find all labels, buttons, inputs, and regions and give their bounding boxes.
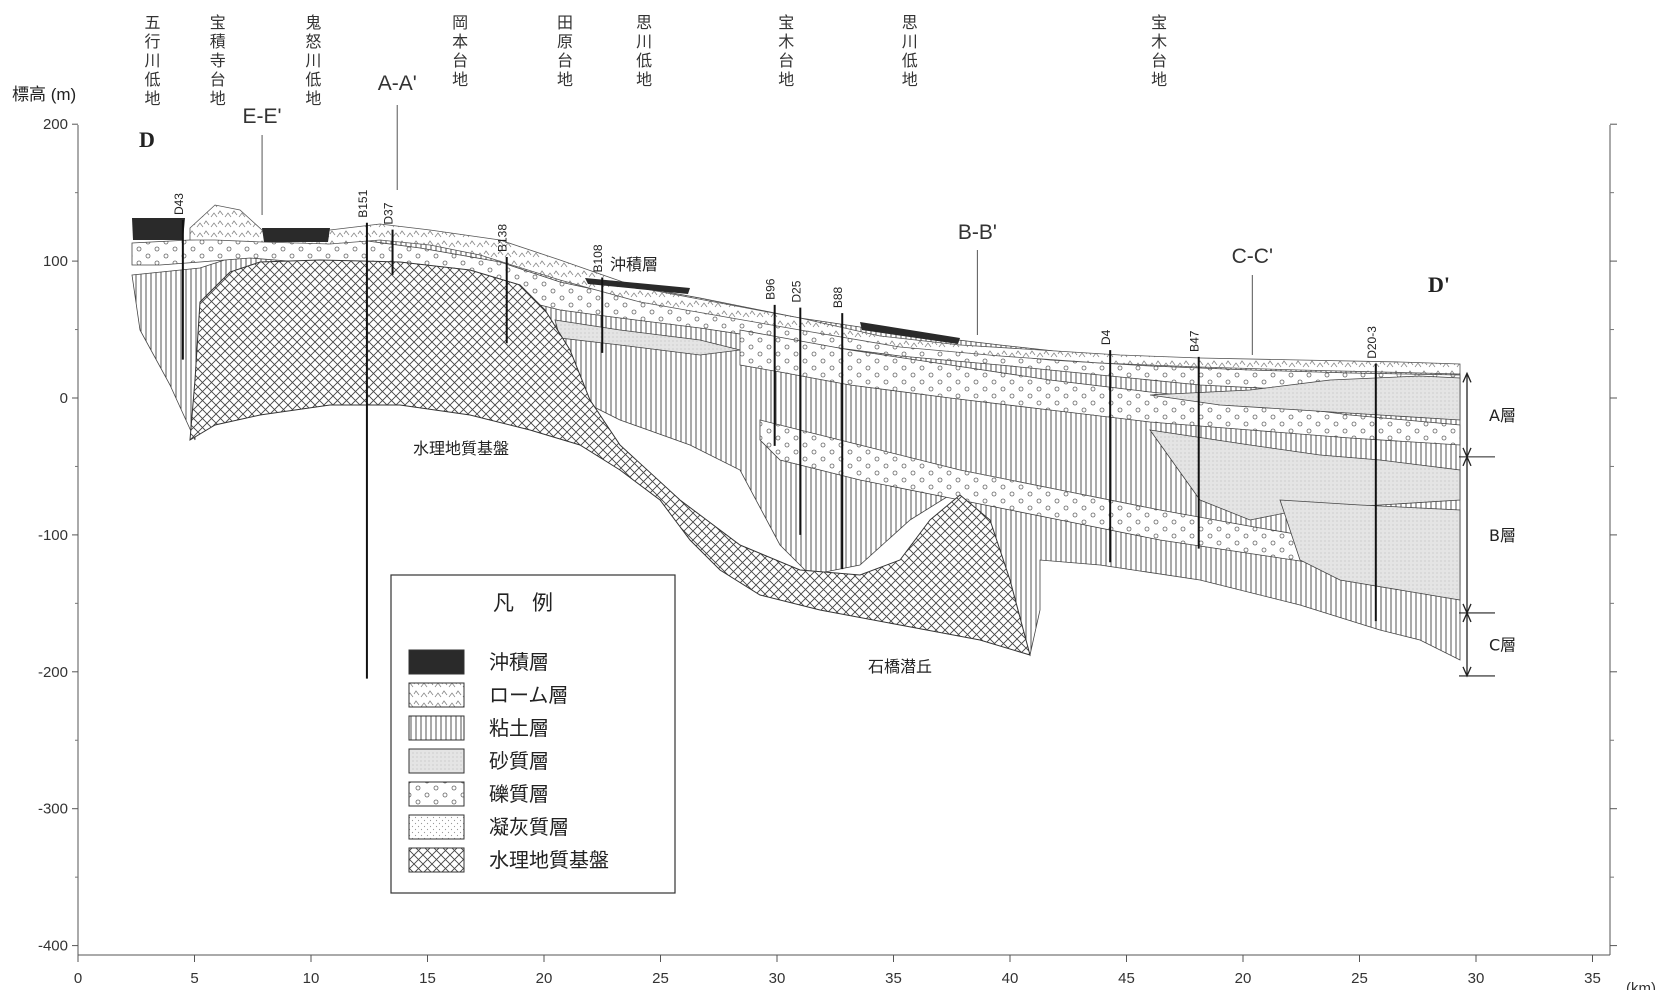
x-tick-label: 25 — [652, 970, 669, 987]
region-labels: 五行川低地 宝積寺台地 鬼怒川低地 岡本台地 田原台地 思川低地 宝木台地 思川低地 宝木台地 — [145, 13, 1168, 108]
borehole-label: B47 — [1188, 330, 1202, 352]
region-label: 宝木台地 — [778, 13, 794, 89]
y-tick-label: -300 — [38, 801, 68, 818]
borehole-label: D37 — [382, 202, 396, 224]
layer-arrow-top — [1462, 455, 1472, 467]
geology-body — [131, 204, 1461, 661]
section-label: B-B' — [958, 221, 997, 244]
x-tick-label: 30 — [1468, 970, 1485, 987]
x-tick-label: 10 — [303, 970, 320, 987]
axes: 標高 (m) (km) 200 100 0 -100 -200 -300 -400 0 5 10… — [12, 85, 1656, 990]
section-label: E-E' — [243, 105, 282, 128]
x-tick-label: 35 — [885, 970, 902, 987]
borehole-label: B138 — [496, 224, 510, 252]
y-tick-label: -200 — [38, 664, 68, 681]
legend-swatch — [408, 781, 465, 807]
region-label: 宝積寺台地 — [210, 13, 226, 108]
label-hill: 石橋潜丘 — [868, 657, 932, 676]
section-label: A-A' — [378, 72, 417, 95]
region-label: 思川低地 — [636, 13, 652, 89]
layer-label: A層 — [1489, 406, 1516, 425]
x-tick-label: 20 — [1235, 970, 1252, 987]
layer-arrow-top — [1462, 611, 1472, 623]
sand-band-a — [1149, 375, 1461, 421]
borehole-label: D43 — [172, 193, 186, 215]
x-tick-label: 0 — [74, 970, 82, 987]
y-tick-label: 0 — [60, 390, 68, 407]
x-tick-label: 35 — [1584, 970, 1601, 987]
legend-item-label: 凝灰質層 — [489, 815, 569, 839]
y-tick-label: -100 — [38, 527, 68, 544]
borehole-label: B151 — [356, 189, 370, 217]
region-label: 岡本台地 — [452, 13, 468, 89]
x-tick-label: 40 — [1002, 970, 1019, 987]
end-label-end: D' — [1428, 272, 1450, 297]
legend-swatch — [408, 814, 465, 840]
y-tick-label: 100 — [43, 253, 68, 270]
layer-label: B層 — [1489, 526, 1516, 545]
boreholes: D43 B151 D37 B138 B108 B96 D25 B88 D4 B47 D20-3 — [172, 189, 1379, 679]
borehole-label: D20-3 — [1365, 326, 1379, 359]
borehole-label: B96 — [764, 278, 778, 300]
region-label: 思川低地 — [902, 13, 918, 89]
legend-item-label: 粘土層 — [489, 716, 549, 740]
legend-item-label: ローム層 — [489, 683, 568, 707]
layer-arrow-top — [1462, 371, 1472, 383]
section-markers: A-A' E-E' B-B' C-C' — [243, 72, 1273, 355]
alluvium-d43 — [132, 218, 185, 240]
region-label: 鬼怒川低地 — [305, 13, 321, 108]
legend-item-label: 砂質層 — [489, 749, 549, 773]
alluvium-kinu — [262, 228, 330, 242]
y-tick-label: -400 — [38, 938, 68, 955]
gravel-mid — [739, 329, 1461, 446]
layer-label: C層 — [1489, 635, 1516, 654]
x-ticks: 0 5 10 15 20 25 30 35 40 45 20 25 30 35 — [74, 955, 1601, 987]
x-tick-label: 5 — [190, 970, 198, 987]
region-label: 田原台地 — [557, 13, 573, 89]
label-basement: 水理地質基盤 — [413, 439, 509, 458]
y-axis-title: 標高 (m) — [12, 85, 76, 104]
alluvium-b108 — [585, 278, 690, 294]
layer-brackets: A層 B層 C層 — [1459, 371, 1516, 678]
legend-swatch — [408, 748, 465, 774]
y-ticks: 200 100 0 -100 -200 -300 -400 — [38, 116, 1617, 955]
legend-swatch — [408, 847, 465, 873]
x-tick-label: 20 — [536, 970, 553, 987]
legend-item-label: 沖積層 — [489, 650, 549, 674]
legend-title: 凡例 — [493, 591, 571, 615]
region-label: 五行川低地 — [145, 13, 161, 108]
borehole-label: B108 — [591, 244, 605, 272]
borehole-label: D4 — [1099, 329, 1113, 345]
legend-swatch — [408, 682, 465, 708]
sand-band-b — [1149, 429, 1461, 521]
region-label: 宝木台地 — [1151, 13, 1167, 89]
legend-swatch — [408, 715, 465, 741]
x-axis-unit: (km) — [1626, 980, 1656, 990]
loam-cover — [189, 204, 1461, 375]
x-tick-label: 25 — [1351, 970, 1368, 987]
borehole-label: D25 — [789, 280, 803, 302]
x-tick-label: 30 — [769, 970, 786, 987]
section-label: C-C' — [1232, 245, 1273, 268]
legend-swatch — [408, 649, 465, 675]
y-tick-label: 200 — [43, 116, 68, 133]
basement-mass — [189, 259, 1031, 656]
x-tick-label: 15 — [419, 970, 436, 987]
borehole-label: B88 — [831, 286, 845, 308]
legend-item-label: 水理地質基盤 — [489, 848, 609, 872]
end-label-start: D — [139, 127, 155, 152]
legend-item-label: 礫質層 — [489, 782, 549, 806]
label-alluvium: 沖積層 — [610, 255, 658, 274]
alluvium-bb — [860, 322, 960, 344]
x-tick-label: 45 — [1118, 970, 1135, 987]
